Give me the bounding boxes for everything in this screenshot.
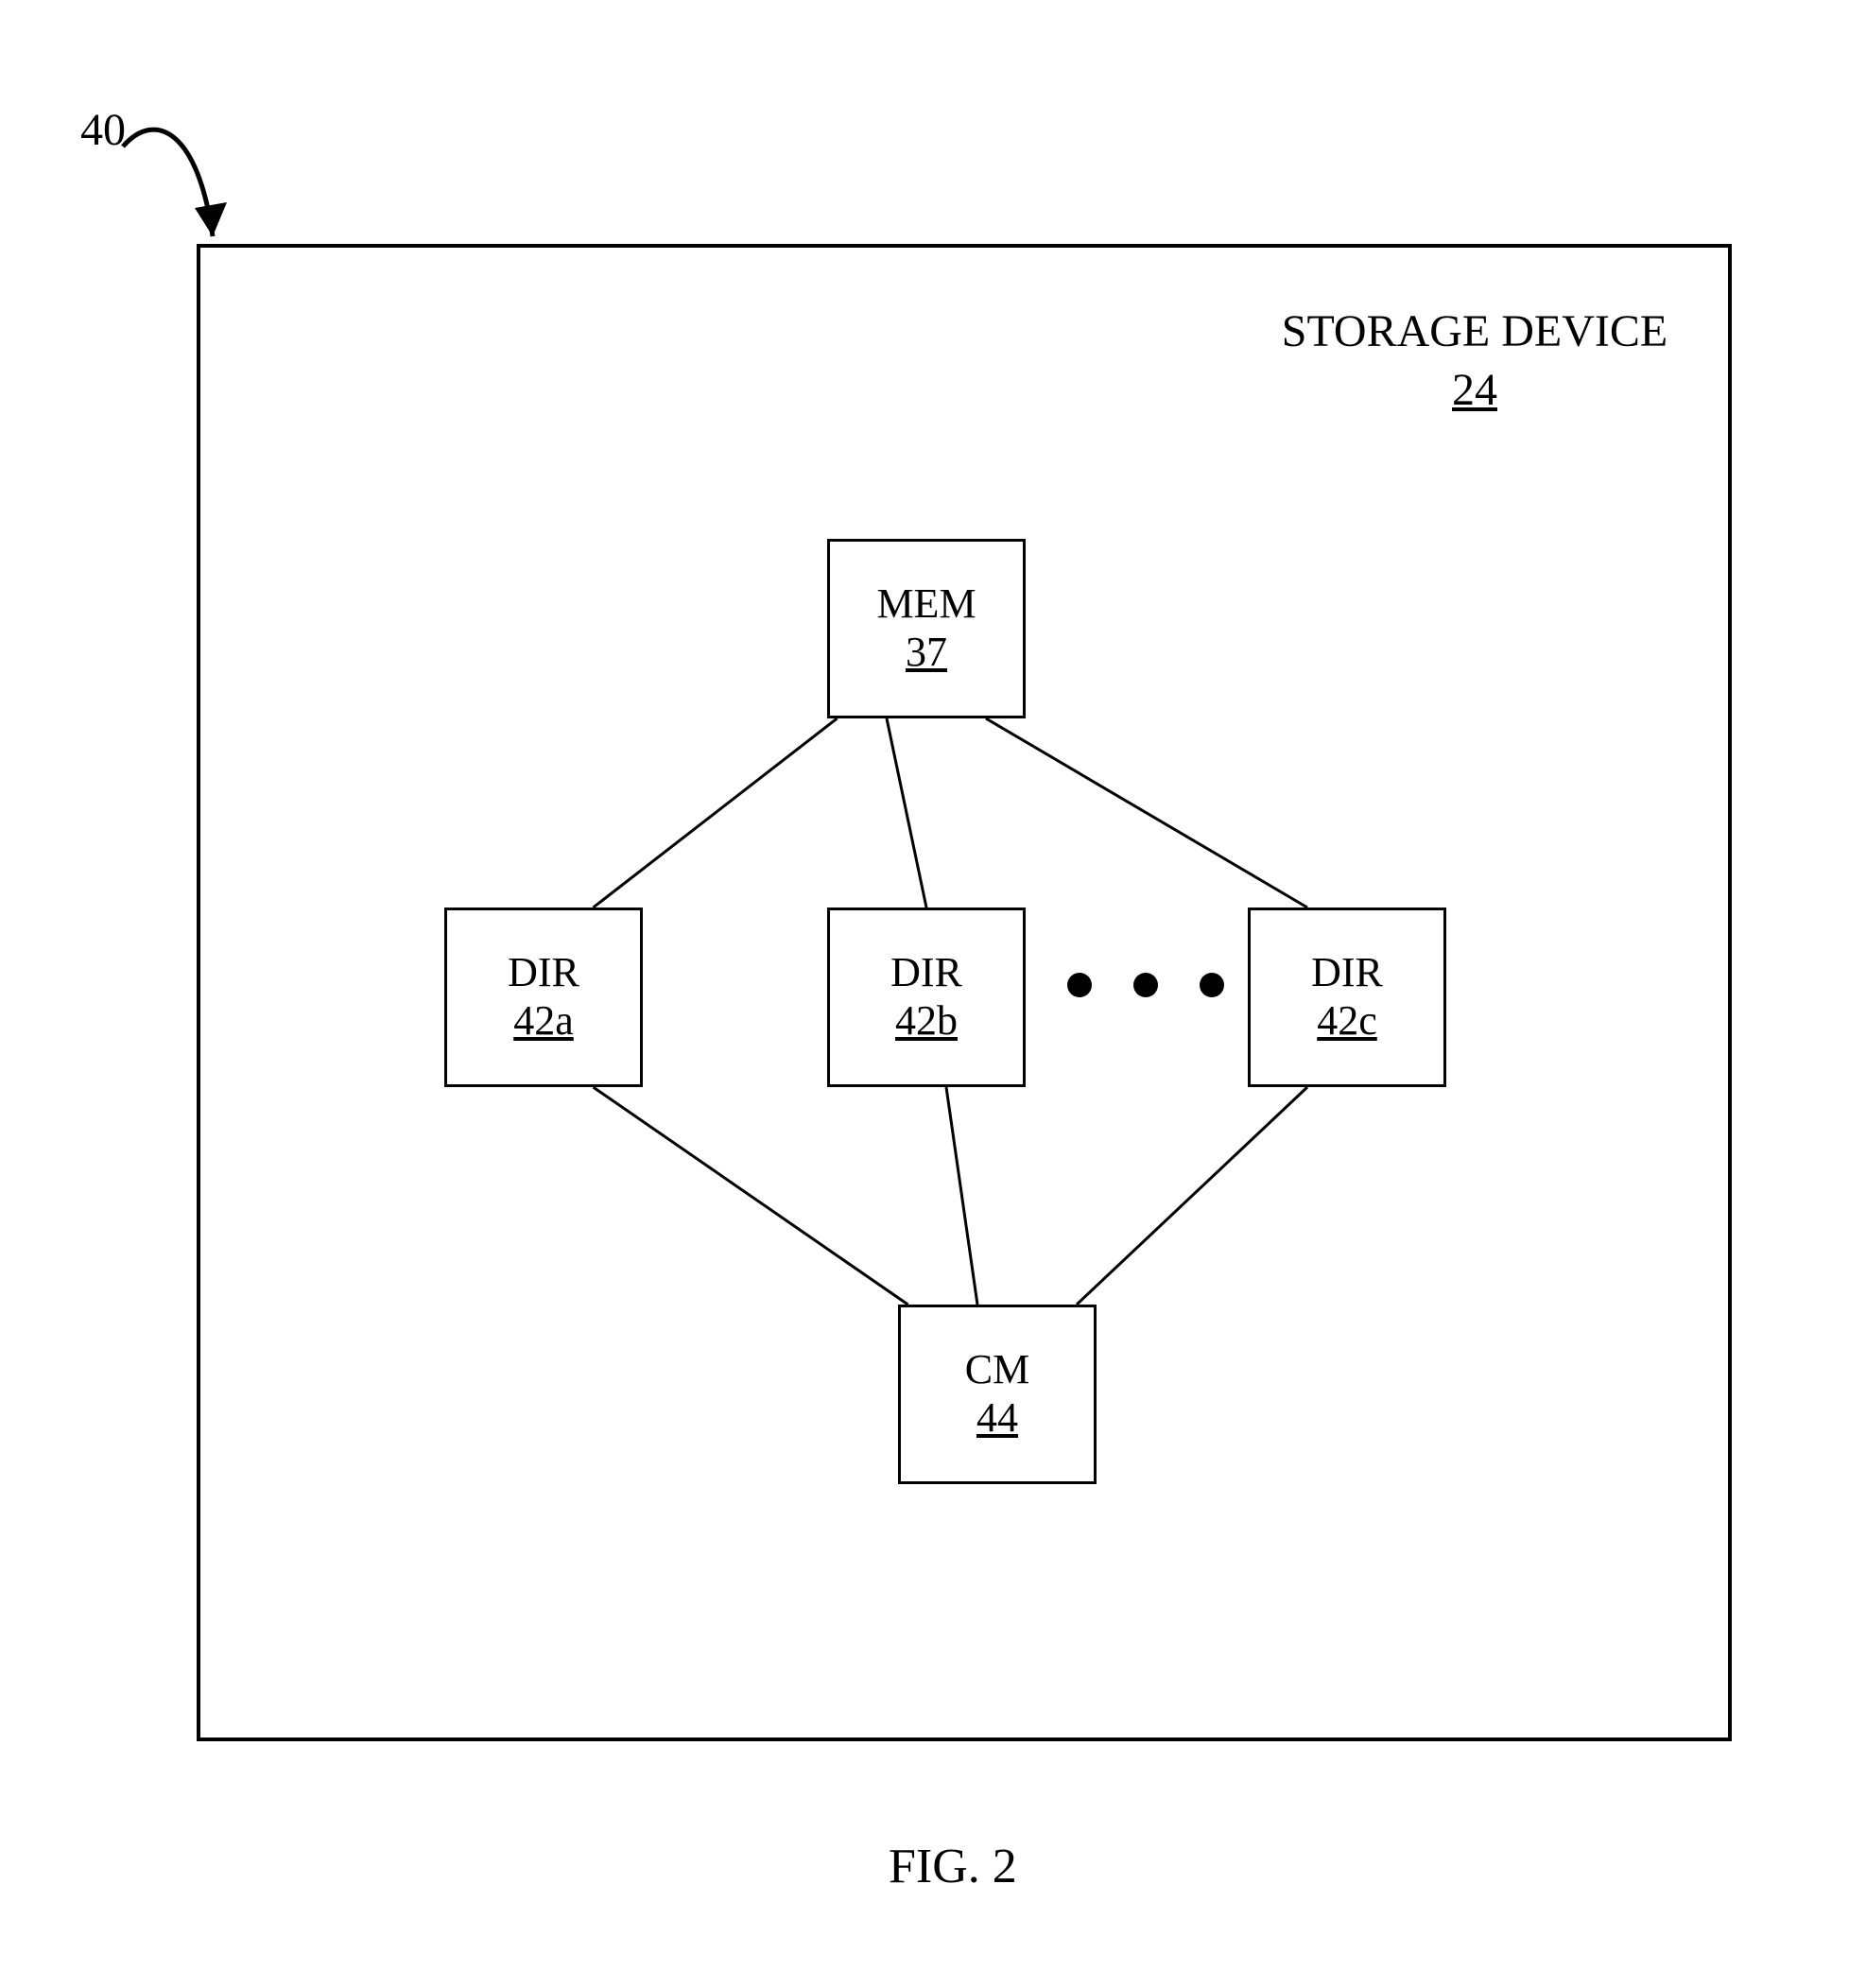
container-title-text: STORAGE DEVICE xyxy=(1276,303,1673,361)
node-dir-a: DIR 42a xyxy=(444,908,643,1087)
node-dir-c-label: DIR xyxy=(1311,949,1383,997)
node-dir-b: DIR 42b xyxy=(827,908,1026,1087)
ellipsis-dot xyxy=(1133,973,1158,997)
node-dir-b-ref: 42b xyxy=(895,997,958,1046)
node-mem: MEM 37 xyxy=(827,539,1026,718)
figure-reference-number: 40 xyxy=(80,104,126,156)
node-dir-c: DIR 42c xyxy=(1248,908,1446,1087)
container-title: STORAGE DEVICE 24 xyxy=(1276,303,1673,421)
ellipsis-dot xyxy=(1200,973,1224,997)
node-dir-a-label: DIR xyxy=(508,949,579,997)
node-mem-label: MEM xyxy=(876,580,976,629)
node-dir-b-label: DIR xyxy=(890,949,962,997)
node-mem-ref: 37 xyxy=(906,629,947,677)
node-cm: CM 44 xyxy=(898,1305,1097,1484)
figure-caption: FIG. 2 xyxy=(889,1839,1017,1894)
node-cm-ref: 44 xyxy=(976,1394,1018,1443)
page: 40 STORAGE DEVICE 24 MEM 37 DIR 42a DIR … xyxy=(0,0,1866,1988)
node-cm-label: CM xyxy=(965,1346,1029,1394)
container-ref: 24 xyxy=(1276,361,1673,420)
ellipsis-dot xyxy=(1067,973,1092,997)
node-dir-a-ref: 42a xyxy=(513,997,574,1046)
node-dir-c-ref: 42c xyxy=(1317,997,1377,1046)
